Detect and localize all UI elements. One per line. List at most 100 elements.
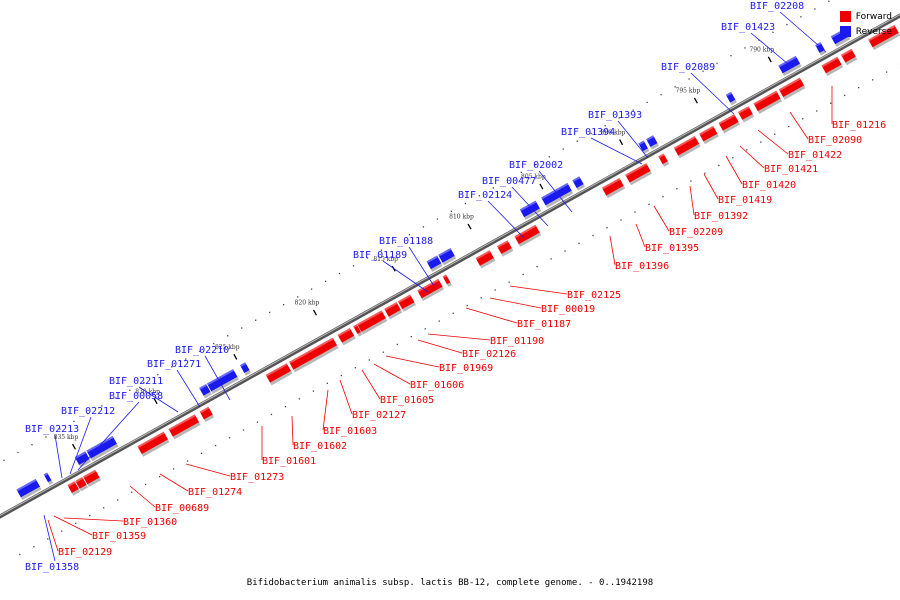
reverse-gene[interactable] <box>725 91 737 106</box>
forward-gene-label[interactable]: BIF_02090 <box>808 135 862 146</box>
forward-gene-label[interactable]: BIF_01187 <box>517 319 571 330</box>
forward-gene-label[interactable]: BIF_01603 <box>323 426 377 437</box>
reverse-gene[interactable] <box>199 383 212 399</box>
reverse-gene-label[interactable]: BIF_00058 <box>109 391 163 402</box>
reverse-gene[interactable] <box>43 472 53 485</box>
forward-gene-label[interactable]: BIF_02209 <box>669 227 723 238</box>
forward-gene-label[interactable]: BIF_01190 <box>490 336 544 347</box>
gene-shine <box>821 56 839 68</box>
reverse-gene[interactable] <box>646 135 659 150</box>
major-tick <box>619 139 624 146</box>
forward-gene-label[interactable]: BIF_01605 <box>380 395 434 406</box>
reverse-gene-label[interactable]: BIF_01271 <box>147 359 201 370</box>
forward-gene-label[interactable]: BIF_02129 <box>58 547 112 558</box>
reverse-gene-label[interactable]: BIF_02211 <box>109 376 163 387</box>
reverse-gene-label[interactable]: BIF_01423 <box>721 22 775 33</box>
forward-gene[interactable] <box>821 56 844 77</box>
reverse-gene[interactable] <box>206 368 239 395</box>
gene-body <box>442 274 451 285</box>
forward-gene[interactable] <box>337 328 356 346</box>
forward-gene-label[interactable]: BIF_00019 <box>541 304 595 315</box>
forward-gene[interactable] <box>417 278 445 301</box>
forward-gene[interactable] <box>265 363 293 386</box>
forward-gene-label[interactable]: BIF_01606 <box>410 380 464 391</box>
gene-body <box>384 302 401 317</box>
scale-dot <box>816 110 818 112</box>
forward-gene[interactable] <box>289 337 339 373</box>
forward-gene-label[interactable]: BIF_01359 <box>92 531 146 542</box>
reverse-gene[interactable] <box>426 255 443 272</box>
reverse-gene[interactable] <box>239 362 252 376</box>
forward-gene-label[interactable]: BIF_01392 <box>694 211 748 222</box>
forward-gene[interactable] <box>658 153 670 167</box>
forward-gene[interactable] <box>673 136 701 159</box>
forward-gene[interactable] <box>496 240 514 257</box>
forward-gene[interactable] <box>718 114 741 134</box>
reverse-gene-label[interactable]: BIF_02089 <box>661 62 715 73</box>
forward-gene-label[interactable]: BIF_01419 <box>718 195 772 206</box>
forward-leader-line <box>373 363 411 385</box>
reverse-gene-label[interactable]: BIF_01358 <box>25 562 79 573</box>
gene-body <box>426 255 442 270</box>
forward-gene[interactable] <box>442 274 452 287</box>
forward-gene[interactable] <box>168 414 201 440</box>
forward-gene-label[interactable]: BIF_01395 <box>645 243 699 254</box>
forward-gene-label[interactable]: BIF_00689 <box>155 503 209 514</box>
reverse-gene-label[interactable]: BIF_02213 <box>25 424 79 435</box>
forward-gene[interactable] <box>397 294 416 312</box>
forward-gene-label[interactable]: BIF_01216 <box>832 120 886 131</box>
reverse-gene-label[interactable]: BIF_02002 <box>509 160 563 171</box>
reverse-gene-label[interactable]: BIF_02208 <box>750 1 804 12</box>
forward-gene[interactable] <box>753 90 783 114</box>
forward-gene-label[interactable]: BIF_01601 <box>262 456 316 467</box>
forward-gene[interactable] <box>601 178 626 199</box>
forward-gene[interactable] <box>384 302 403 320</box>
reverse-gene-label[interactable]: BIF_01394 <box>561 127 615 138</box>
forward-gene-label[interactable]: BIF_01969 <box>439 363 493 374</box>
forward-gene[interactable] <box>625 163 653 186</box>
forward-gene[interactable] <box>699 125 719 145</box>
forward-gene[interactable] <box>83 469 102 488</box>
forward-gene-label[interactable]: BIF_01420 <box>742 180 796 191</box>
forward-gene-label[interactable]: BIF_01396 <box>615 261 669 272</box>
reverse-gene[interactable] <box>638 140 650 154</box>
reverse-gene-label[interactable]: BIF_00477 <box>482 176 536 187</box>
forward-gene[interactable] <box>840 48 858 66</box>
forward-gene-label[interactable]: BIF_02125 <box>567 290 621 301</box>
scale-dot <box>172 468 175 470</box>
forward-gene-label[interactable]: BIF_01274 <box>188 487 242 498</box>
forward-gene-label[interactable]: BIF_01421 <box>764 164 818 175</box>
reverse-gene-label[interactable]: BIF_02210 <box>175 345 229 356</box>
reverse-gene-label[interactable]: BIF_02124 <box>458 190 512 201</box>
reverse-gene[interactable] <box>86 436 119 462</box>
reverse-gene-label[interactable]: BIF_01393 <box>588 110 642 121</box>
reverse-gene[interactable] <box>438 248 457 266</box>
reverse-gene[interactable] <box>519 200 542 220</box>
forward-gene[interactable] <box>868 24 900 51</box>
forward-gene-label[interactable]: BIF_01360 <box>123 517 177 528</box>
forward-gene-label[interactable]: BIF_01422 <box>788 150 842 161</box>
forward-gene[interactable] <box>778 77 806 100</box>
forward-gene-label[interactable]: BIF_01273 <box>230 472 284 483</box>
reverse-gene[interactable] <box>16 478 42 501</box>
forward-gene-label[interactable]: BIF_01602 <box>293 441 347 452</box>
reverse-gene-label[interactable]: BIF_01189 <box>353 250 407 261</box>
scale-dot <box>131 491 133 493</box>
gene-shine <box>868 24 896 42</box>
forward-gene-label[interactable]: BIF_02127 <box>352 410 406 421</box>
forward-gene[interactable] <box>475 250 496 269</box>
forward-gene[interactable] <box>353 324 363 337</box>
forward-leader-line <box>757 129 789 155</box>
forward-gene[interactable] <box>514 224 542 247</box>
reverse-gene-label[interactable]: BIF_01188 <box>379 236 433 247</box>
reverse-gene[interactable] <box>778 55 802 77</box>
forward-gene[interactable] <box>737 106 755 123</box>
forward-gene[interactable] <box>357 310 388 335</box>
forward-gene[interactable] <box>199 406 215 423</box>
reverse-gene-label[interactable]: BIF_02212 <box>61 406 115 417</box>
forward-gene[interactable] <box>67 481 81 496</box>
forward-gene-label[interactable]: BIF_02126 <box>462 349 516 360</box>
forward-gene[interactable] <box>75 476 89 492</box>
reverse-gene[interactable] <box>572 176 586 191</box>
forward-gene[interactable] <box>137 431 170 457</box>
